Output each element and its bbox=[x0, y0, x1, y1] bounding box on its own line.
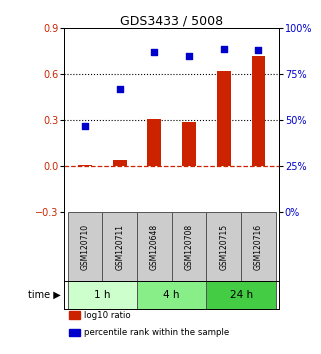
Bar bbox=[182, 122, 196, 166]
Text: 4 h: 4 h bbox=[163, 290, 180, 300]
Bar bbox=[68, 329, 80, 336]
Text: time ▶: time ▶ bbox=[28, 290, 61, 300]
Text: GSM120708: GSM120708 bbox=[185, 224, 194, 270]
Bar bbox=[137, 281, 206, 309]
Bar bbox=[68, 311, 80, 319]
Text: GSM120711: GSM120711 bbox=[115, 224, 124, 270]
Text: GSM120715: GSM120715 bbox=[219, 224, 228, 270]
Text: GSM120710: GSM120710 bbox=[81, 224, 90, 270]
Bar bbox=[137, 212, 172, 281]
Text: 1 h: 1 h bbox=[94, 290, 111, 300]
Bar bbox=[206, 212, 241, 281]
Bar bbox=[113, 160, 127, 166]
Point bbox=[187, 53, 192, 59]
Bar bbox=[206, 281, 276, 309]
Point bbox=[256, 47, 261, 53]
Text: GSM120648: GSM120648 bbox=[150, 224, 159, 270]
Text: 24 h: 24 h bbox=[230, 290, 253, 300]
Text: GSM120716: GSM120716 bbox=[254, 224, 263, 270]
Point bbox=[221, 46, 226, 51]
Point bbox=[117, 86, 122, 92]
Bar bbox=[102, 212, 137, 281]
Bar bbox=[147, 119, 161, 166]
Point bbox=[152, 50, 157, 55]
Bar bbox=[68, 281, 137, 309]
Title: GDS3433 / 5008: GDS3433 / 5008 bbox=[120, 14, 223, 27]
Bar bbox=[252, 56, 265, 166]
Bar bbox=[217, 71, 231, 166]
Text: log10 ratio: log10 ratio bbox=[83, 310, 130, 320]
Point bbox=[82, 123, 88, 129]
Bar bbox=[68, 212, 102, 281]
Text: percentile rank within the sample: percentile rank within the sample bbox=[83, 328, 229, 337]
Bar bbox=[172, 212, 206, 281]
Bar bbox=[78, 165, 92, 166]
Bar bbox=[241, 212, 276, 281]
